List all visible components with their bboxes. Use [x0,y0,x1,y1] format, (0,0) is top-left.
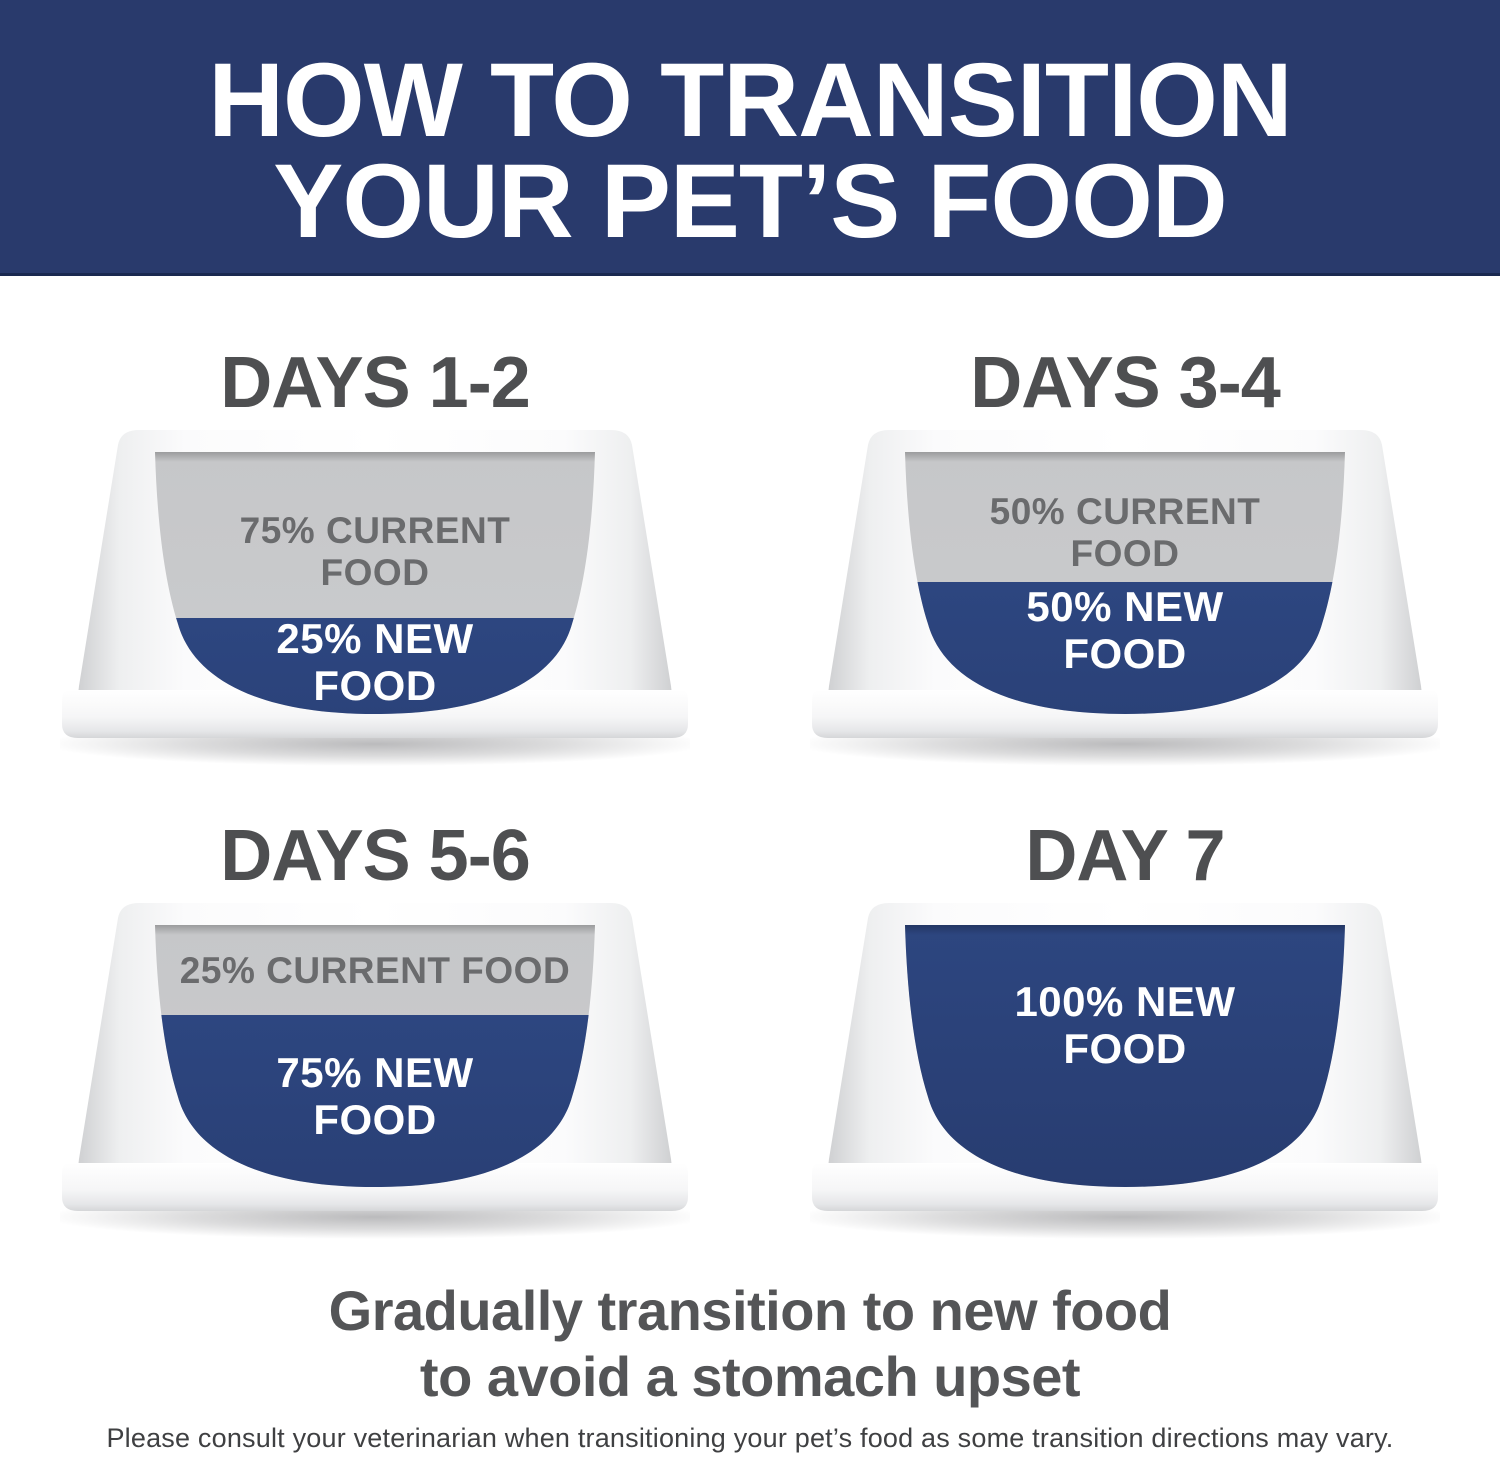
rim-inner-shadow [155,452,595,462]
footer-message-line1: Gradually transition to new food [328,1279,1172,1342]
bowl-graphic [60,903,690,1239]
rim-inner-shadow [155,925,595,935]
bowl-graphic [810,903,1440,1239]
page-title-line1: HOW TO TRANSITION [208,42,1293,159]
footer-message-line2: to avoid a stomach upset [419,1345,1081,1408]
bowl-figure: 100% NEW FOOD [810,901,1440,1246]
rim-inner-shadow [905,925,1345,935]
bowl-figure: 75% CURRENT FOOD 25% NEW FOOD [60,428,690,773]
footer: Gradually transition to new food to avoi… [0,1278,1500,1454]
disclaimer-text: Please consult your veterinarian when tr… [106,1423,1394,1453]
footer-message: Gradually transition to new food to avoi… [0,1278,1500,1410]
bowl-figure: 25% CURRENT FOOD 75% NEW FOOD [60,901,690,1246]
step-title: DAYS 3-4 [970,343,1280,423]
bowl-graphic [60,430,690,766]
rim-inner-shadow [905,452,1345,462]
step-days-5-6: DAYS 5-6 25% CURRENT FOOD 75% NEW FOOD [0,773,750,1246]
step-days-1-2: DAYS 1-2 75% CURRENT FOOD 25% NEW FOOD [0,276,750,773]
new-food-fill [905,925,1345,1187]
step-title: DAYS 5-6 [220,816,530,896]
step-days-3-4: DAYS 3-4 50% CURRENT FOOD 50% NEW FOOD [750,276,1500,773]
bowl-graphic [810,430,1440,766]
transition-steps: DAYS 1-2 75% CURRENT FOOD 25% NEW FOOD [0,276,1500,1246]
step-day-7: DAY 7 100% NEW FOOD [750,773,1500,1246]
title-banner: HOW TO TRANSITION YOUR PET’S FOOD [0,0,1500,276]
bowl-figure: 50% CURRENT FOOD 50% NEW FOOD [810,428,1440,773]
page-title: HOW TO TRANSITION YOUR PET’S FOOD [0,0,1500,260]
step-title: DAY 7 [1025,816,1225,896]
step-title: DAYS 1-2 [220,343,530,423]
page-title-line2: YOUR PET’S FOOD [273,143,1227,260]
